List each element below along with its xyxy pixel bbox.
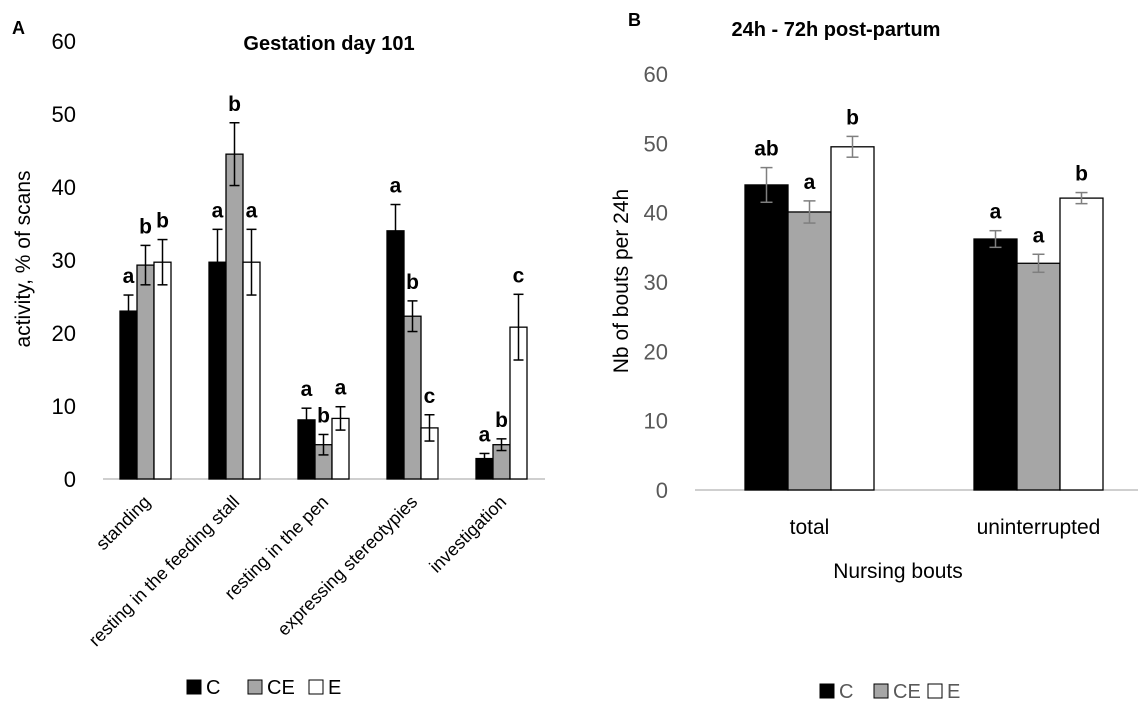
significance-letter-e-0: b [156, 210, 169, 233]
legend-swatch-e [927, 683, 943, 699]
panel-a-letter: A [12, 18, 25, 38]
panel-b-y-tick-label: 40 [644, 201, 668, 226]
significance-letter-ce-2: b [317, 404, 330, 427]
panel-a-y-tick-label: 0 [64, 467, 76, 492]
significance-letter-e-1: a [246, 199, 258, 222]
legend-label-c: C [206, 677, 220, 699]
bar-ce-1 [225, 153, 244, 480]
legend-swatch-c [186, 679, 202, 695]
panel-b-y-axis-label: Nb of bouts per 24h [610, 189, 633, 373]
panel-b-y-tick-label: 20 [644, 339, 668, 364]
significance-letter-ce-0: a [804, 171, 816, 194]
significance-letter-ce-1: b [228, 93, 241, 116]
panel-a-y-axis-label: activity, % of scans [12, 170, 35, 347]
panel-b-y-tick-label: 0 [656, 478, 668, 503]
significance-letter-e-4: c [513, 264, 525, 287]
category-label: standing [92, 492, 154, 554]
significance-letter-e-0: b [846, 106, 859, 129]
panel-b-title: 24h - 72h post-partum [732, 19, 941, 41]
panel-a-y-tick-label: 40 [52, 175, 76, 200]
legend-swatch-e [308, 679, 324, 695]
legend-label-e: E [328, 677, 341, 699]
bar-ce-3 [403, 315, 422, 480]
legend-swatch-c [819, 683, 835, 699]
significance-letter-c-1: a [990, 201, 1002, 224]
bar-c-3 [386, 230, 405, 480]
panel-b-y-tick-label: 50 [644, 131, 668, 156]
panel-b-x-axis-label: Nursing bouts [833, 560, 963, 583]
bar-e-0 [153, 261, 172, 480]
significance-letter-ce-3: b [406, 271, 419, 294]
significance-letter-c-3: a [390, 175, 402, 198]
legend-label-e: E [947, 681, 960, 701]
significance-letter-c-2: a [301, 378, 313, 401]
panel-b-letter: B [628, 10, 641, 30]
significance-letter-e-2: a [335, 377, 347, 400]
significance-letter-e-3: c [424, 385, 436, 408]
panel-a-y-tick-label: 50 [52, 102, 76, 127]
bar-ce-0 [136, 264, 155, 480]
panel-a-y-tick-label: 20 [52, 321, 76, 346]
panel-a-y-tick-label: 10 [52, 394, 76, 419]
bar-ce-0 [787, 211, 832, 491]
bar-e-1 [1059, 197, 1104, 491]
significance-letter-c-4: a [479, 423, 491, 446]
category-label: total [790, 516, 830, 539]
legend-label-ce: CE [267, 677, 295, 699]
legend-swatch-ce [873, 683, 889, 699]
legend-label-c: C [839, 681, 853, 701]
significance-letter-ce-1: a [1033, 224, 1045, 247]
panel-b-y-tick-label: 10 [644, 409, 668, 434]
significance-letter-c-0: ab [754, 138, 779, 161]
panel-b-y-tick-label: 60 [644, 62, 668, 87]
legend-swatch-ce [247, 679, 263, 695]
panel-a-y-tick-label: 30 [52, 248, 76, 273]
significance-letter-ce-0: b [139, 215, 152, 238]
bar-c-1 [973, 238, 1018, 491]
category-label: investigation [425, 492, 510, 577]
legend-label-ce: CE [893, 681, 921, 701]
panel-a-title: Gestation day 101 [243, 33, 414, 55]
bar-c-0 [744, 184, 789, 491]
bar-ce-1 [1016, 262, 1061, 491]
significance-letter-e-1: b [1075, 163, 1088, 186]
significance-letter-c-1: a [212, 199, 224, 222]
panel-b-y-tick-label: 30 [644, 270, 668, 295]
bar-e-0 [830, 146, 875, 491]
significance-letter-c-0: a [123, 265, 135, 288]
significance-letter-ce-4: b [495, 409, 508, 432]
category-label: uninterrupted [977, 516, 1101, 539]
category-label: resting in the feeding stall [85, 492, 243, 650]
bar-c-0 [119, 310, 138, 480]
panel-a-y-tick-label: 60 [52, 29, 76, 54]
